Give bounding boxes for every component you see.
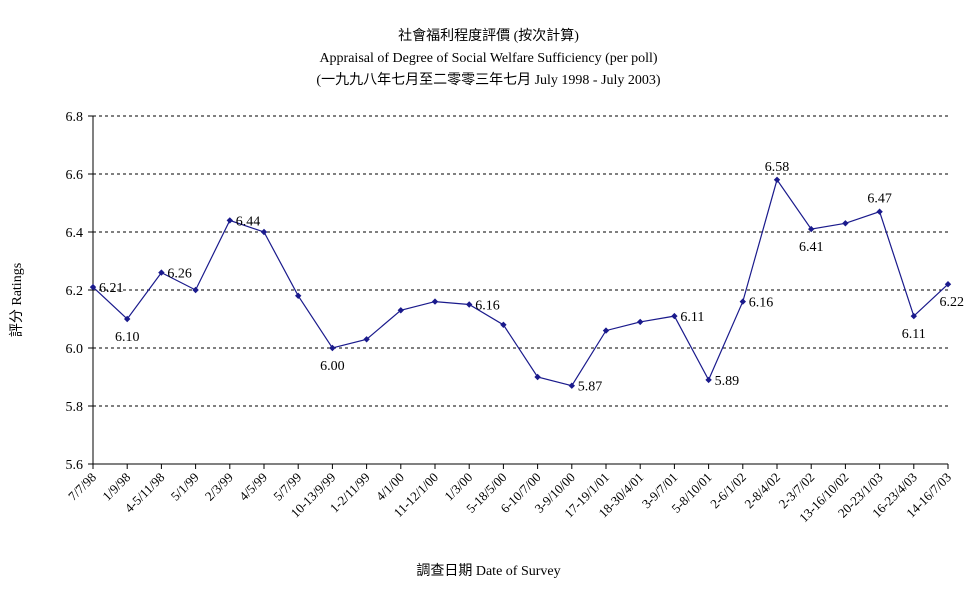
data-labels: 6.21 6.10 6.26 6.44 6.00 6.16 5.87 6.11 5.89 6.16…	[99, 160, 964, 395]
y-tick-label: 6.0	[66, 342, 84, 357]
data-label: 6.16	[749, 296, 774, 311]
data-point	[466, 301, 473, 308]
data-point	[842, 220, 849, 227]
data-label: 6.58	[765, 160, 790, 175]
y-tick-label: 5.6	[66, 458, 84, 473]
data-point	[944, 281, 952, 288]
chart-subtitle: (一九九八年七月至二零零三年七月 July 1998 - July 2003)	[316, 73, 661, 88]
data-label: 6.00	[320, 359, 345, 374]
x-tick-label: 5/1/99	[168, 470, 202, 504]
data-point	[226, 217, 233, 224]
data-point	[773, 176, 781, 183]
chart-title: 社會福利程度評價 (按次計算)	[398, 29, 579, 44]
data-label: 6.47	[867, 192, 892, 207]
data-point	[876, 208, 883, 215]
data-point	[500, 321, 507, 328]
data-point	[705, 376, 712, 384]
data-point	[260, 228, 268, 236]
data-point	[124, 315, 131, 323]
data-label: 6.22	[940, 295, 965, 310]
data-label: 5.87	[578, 380, 603, 395]
chart-title-english: Appraisal of Degree of Social Welfare Su…	[319, 51, 658, 66]
y-tick-labels: 5.6 5.8 6.0 6.2 6.4 6.6 6.8	[66, 110, 84, 473]
data-point	[397, 307, 404, 314]
data-point	[295, 292, 302, 299]
y-tick-label: 5.8	[66, 400, 84, 415]
y-axis-title-wrap: 評分 Ratings	[6, 263, 26, 337]
x-tick-label: 7/7/98	[65, 470, 99, 504]
data-point	[89, 283, 97, 291]
data-label: 6.10	[115, 330, 140, 345]
data-label: 5.89	[715, 374, 740, 389]
gridlines	[93, 115, 948, 407]
data-point	[637, 318, 644, 326]
data-point	[602, 327, 610, 334]
data-point	[739, 298, 746, 305]
data-label: 6.11	[902, 327, 926, 342]
data-point	[671, 312, 678, 320]
y-tick-label: 6.6	[66, 168, 84, 183]
x-tick-label: 2-6/1/02	[707, 470, 749, 512]
data-label: 6.26	[167, 267, 192, 282]
series-ratings	[89, 176, 952, 389]
data-point	[158, 269, 165, 276]
data-point	[329, 344, 336, 352]
data-label: 6.44	[236, 214, 260, 229]
y-tick-label: 6.2	[66, 284, 84, 299]
x-axis-title: 調查日期 Date of Survey	[416, 564, 561, 579]
axes	[88, 115, 949, 469]
data-label: 6.41	[799, 240, 824, 255]
x-tick-labels: 7/7/98 1/9/984-5/11/98 5/1/99 2/3/99 4/5/99 5…	[65, 470, 954, 526]
data-label: 6.16	[475, 299, 500, 314]
data-point	[431, 298, 439, 305]
x-tick-label: 2-8/4/02	[741, 470, 783, 512]
data-point	[534, 373, 541, 381]
data-point	[363, 336, 370, 343]
data-point	[808, 225, 815, 233]
y-tick-label: 6.4	[66, 226, 84, 241]
series-line	[92, 178, 949, 387]
y-tick-label: 6.8	[66, 110, 84, 125]
data-label: 6.11	[680, 310, 704, 325]
x-tick-label: 4/5/99	[236, 470, 270, 504]
data-point	[910, 312, 917, 320]
x-tick-label: 2/3/99	[202, 470, 236, 504]
data-label: 6.21	[99, 281, 124, 296]
data-point	[568, 382, 575, 389]
data-point	[192, 286, 199, 294]
y-axis-title: 評分 Ratings	[10, 262, 25, 338]
